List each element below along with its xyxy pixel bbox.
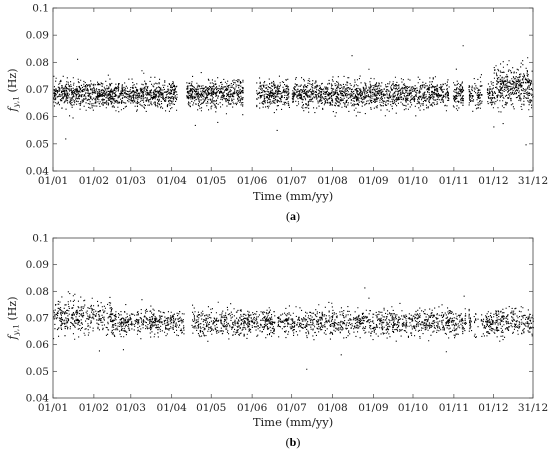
x-tick-label: 01/09 — [358, 402, 388, 414]
y-tick-label: 0.05 — [26, 366, 49, 378]
y-tick-label: 0.09 — [26, 259, 49, 271]
x-tick-label: 01/09 — [358, 175, 388, 187]
x-tick-label: 01/12 — [478, 175, 508, 187]
x-tick-label: 01/06 — [237, 402, 268, 414]
y-axis-label-a: fy,1 (Hz) — [6, 69, 21, 113]
y-ticks-b: 0.04 0.05 0.06 0.07 0.08 0.09 0.1 — [26, 233, 533, 405]
x-tick-label: 01/11 — [439, 402, 469, 414]
y-tick-label: 0.06 — [26, 111, 50, 123]
y-tick-label: 0.1 — [32, 3, 49, 15]
x-tick-label: 01/05 — [196, 175, 226, 187]
x-tick-label: 01/10 — [398, 175, 428, 187]
y-tick-label: 0.06 — [26, 339, 50, 351]
y-tick-label: 0.08 — [26, 286, 49, 298]
panel-label-a: (a) — [286, 209, 300, 223]
y-tick-label: 0.04 — [26, 166, 50, 178]
x-tick-label: 01/07 — [277, 175, 307, 187]
x-tick-label: 01/04 — [157, 402, 188, 414]
x-ticks-a: 01/01 01/02 01/03 01/04 01/05 01/06 01/07 01/08… — [38, 8, 548, 187]
y-tick-label: 0.07 — [26, 84, 49, 96]
x-tick-label: 01/06 — [237, 175, 268, 187]
x-tick-label: 01/04 — [157, 175, 188, 187]
data-points — [53, 45, 534, 146]
panel-label-b: (b) — [286, 435, 301, 449]
y-tick-label: 0.07 — [26, 313, 49, 325]
x-tick-label: 01/03 — [116, 175, 146, 187]
x-tick-label: 01/01 — [38, 175, 68, 187]
x-tick-label: 01/08 — [317, 402, 347, 414]
x-tick-label: 01/03 — [116, 402, 146, 414]
x-tick-label: 01/02 — [79, 402, 109, 414]
x-axis-label-b: Time (mm/yy) — [253, 415, 333, 429]
plot-frame-b — [52, 237, 534, 399]
x-tick-label: 01/05 — [196, 402, 226, 414]
x-tick-label: 01/02 — [79, 175, 109, 187]
panel-a: 0.040.050.060.070.080.090.1 01/01 01/02 01… — [6, 3, 548, 224]
x-tick-label: 01/10 — [398, 402, 428, 414]
y-tick-label: 0.05 — [26, 138, 49, 150]
x-tick-label: 01/08 — [317, 175, 347, 187]
x-tick-label: 31/12 — [518, 175, 548, 187]
scatter-points-a — [53, 45, 534, 146]
x-tick-label: 01/01 — [38, 402, 68, 414]
x-ticks-b: 01/01 01/02 01/03 01/04 01/05 01/06 01/07 01/08… — [38, 238, 548, 414]
y-axis-label-b: fy,1 (Hz) — [6, 297, 21, 341]
x-tick-label: 01/11 — [439, 175, 469, 187]
x-axis-label-a: Time (mm/yy) — [253, 189, 333, 203]
scatter-points-b — [53, 287, 534, 370]
y-tick-label: 0.08 — [26, 57, 49, 69]
y-tick-label: 0.1 — [32, 233, 49, 245]
x-tick-label: 31/12 — [518, 402, 548, 414]
data-points — [53, 287, 534, 370]
y-tick-label: 0.04 — [26, 393, 50, 405]
y-tick-label: 0.09 — [26, 30, 49, 42]
x-tick-label: 01/12 — [478, 402, 508, 414]
y-ticks-a: 0.04 0.05 0.06 0.07 0.08 0.09 0.1 — [26, 3, 533, 178]
x-tick-label: 01/07 — [277, 402, 307, 414]
panel-b: 0.040.050.060.070.080.090.1 01/01 01/02 01… — [6, 233, 548, 450]
